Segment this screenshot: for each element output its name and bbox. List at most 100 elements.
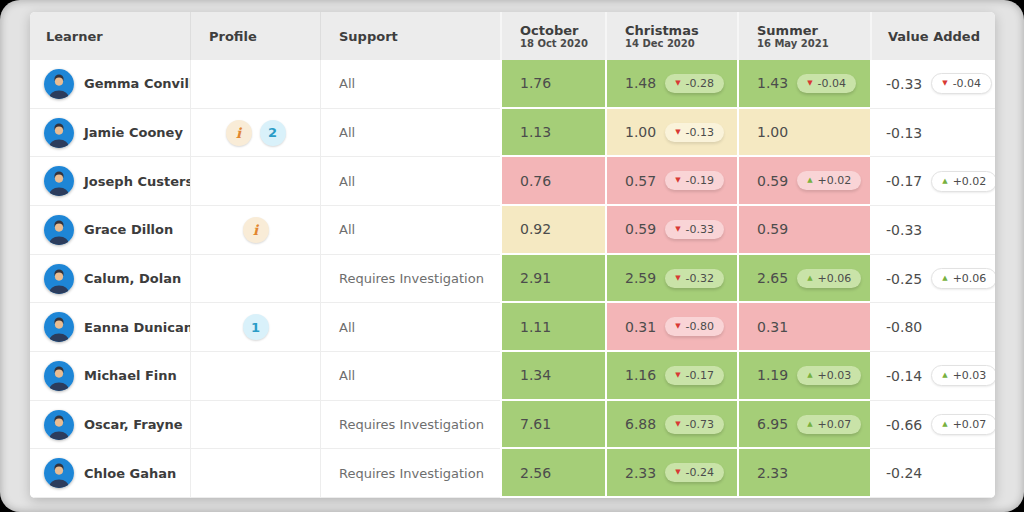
change-value: -0.13 bbox=[686, 127, 714, 138]
score-value: 6.88 bbox=[625, 416, 656, 432]
learner-cell[interactable]: Calum, Dolan bbox=[30, 255, 190, 304]
change-value: -0.28 bbox=[686, 78, 714, 89]
info-icon[interactable]: i bbox=[226, 120, 252, 146]
learner-name: Gemma Conville bbox=[84, 76, 202, 91]
value-added-cell: -0.17 ▲+0.02 bbox=[870, 157, 995, 206]
score-value: 1.34 bbox=[520, 367, 551, 383]
change-value: +0.07 bbox=[953, 419, 987, 430]
column-header-learner[interactable]: Learner bbox=[30, 12, 190, 60]
change-badge: ▼-0.04 bbox=[797, 74, 856, 93]
column-header-support[interactable]: Support bbox=[320, 12, 500, 60]
value-added-value: -0.24 bbox=[886, 465, 922, 481]
score-cell-christmas: 1.48 ▼-0.28 bbox=[605, 60, 737, 109]
change-badge: ▲ +0.03 bbox=[931, 365, 995, 386]
down-arrow-icon: ▼ bbox=[675, 469, 680, 476]
learner-cell[interactable]: Oscar, Frayne bbox=[30, 401, 190, 450]
support-label: All bbox=[339, 320, 355, 335]
support-label: Requires Investigation bbox=[339, 271, 484, 286]
score-value: 2.91 bbox=[520, 270, 551, 286]
table-row: Calum, Dolan Requires Investigation 2.91… bbox=[30, 255, 995, 304]
avatar bbox=[44, 458, 74, 488]
score-value: 1.43 bbox=[757, 75, 788, 91]
score-value: 0.92 bbox=[520, 221, 551, 237]
count-badge[interactable]: 1 bbox=[243, 314, 269, 340]
learner-cell[interactable]: Eanna Dunican bbox=[30, 303, 190, 352]
support-cell: Requires Investigation bbox=[320, 449, 500, 498]
support-cell: Requires Investigation bbox=[320, 401, 500, 450]
score-cell-october: 0.76 bbox=[500, 157, 605, 206]
info-icon[interactable]: i bbox=[243, 217, 269, 243]
down-arrow-icon: ▼ bbox=[675, 420, 680, 427]
score-value: 0.31 bbox=[757, 319, 788, 335]
learner-cell[interactable]: Chloe Gahan bbox=[30, 449, 190, 498]
score-cell-christmas: 1.16 ▼-0.17 bbox=[605, 352, 737, 401]
score-value: 0.57 bbox=[625, 173, 656, 189]
score-value: 0.76 bbox=[520, 173, 551, 189]
profile-cell bbox=[190, 157, 320, 206]
score-cell-summer: 1.00 bbox=[737, 109, 870, 158]
support-label: Requires Investigation bbox=[339, 417, 484, 432]
learner-name: Chloe Gahan bbox=[84, 466, 176, 481]
down-arrow-icon: ▼ bbox=[942, 80, 947, 87]
value-added-value: -0.33 bbox=[886, 222, 922, 238]
assessment-date: 14 Dec 2020 bbox=[625, 39, 695, 49]
learner-cell[interactable]: Michael Finn bbox=[30, 352, 190, 401]
column-header-october[interactable]: October 18 Oct 2020 bbox=[500, 12, 605, 60]
profile-cell bbox=[190, 60, 320, 109]
down-arrow-icon: ▼ bbox=[675, 371, 680, 378]
change-value: -0.73 bbox=[686, 419, 714, 430]
up-arrow-icon: ▲ bbox=[942, 177, 947, 184]
profile-cell bbox=[190, 401, 320, 450]
up-arrow-icon: ▲ bbox=[807, 371, 812, 378]
change-badge: ▲+0.03 bbox=[797, 366, 861, 385]
down-arrow-icon: ▼ bbox=[675, 79, 680, 86]
change-value: +0.03 bbox=[953, 370, 987, 381]
count-badge[interactable]: 2 bbox=[260, 120, 286, 146]
value-added-cell: -0.66 ▲+0.07 bbox=[870, 401, 995, 450]
column-header-value-added[interactable]: Value Added bbox=[870, 12, 995, 60]
up-arrow-icon: ▲ bbox=[942, 372, 947, 379]
change-badge: ▼-0.32 bbox=[665, 269, 724, 288]
score-value: 1.11 bbox=[520, 319, 551, 335]
change-badge: ▼-0.19 bbox=[665, 171, 724, 190]
avatar bbox=[44, 410, 74, 440]
table-header-row: Learner Profile Support October 18 Oct 2… bbox=[30, 12, 995, 60]
column-header-profile[interactable]: Profile bbox=[190, 12, 320, 60]
support-label: All bbox=[339, 368, 355, 383]
score-value: 0.59 bbox=[757, 221, 788, 237]
table-row: Chloe Gahan Requires Investigation 2.56 … bbox=[30, 449, 995, 498]
column-header-label: Learner bbox=[46, 29, 103, 44]
down-arrow-icon: ▼ bbox=[675, 128, 680, 135]
table-row: Gemma Conville All 1.76 1.48 ▼-0.28 1.43… bbox=[30, 60, 995, 109]
score-value: 2.65 bbox=[757, 270, 788, 286]
profile-cell bbox=[190, 352, 320, 401]
table-row: Jamie Cooney i2 All 1.13 1.00 ▼-0.13 1.0… bbox=[30, 109, 995, 158]
table-row: Michael Finn All 1.34 1.16 ▼-0.17 1.19 ▲… bbox=[30, 352, 995, 401]
up-arrow-icon: ▲ bbox=[807, 274, 812, 281]
value-added-value: -0.25 bbox=[886, 271, 922, 287]
change-badge: ▲+0.06 bbox=[797, 269, 861, 288]
learner-cell[interactable]: Gemma Conville bbox=[30, 60, 190, 109]
column-header-summer[interactable]: Summer 16 May 2021 bbox=[737, 12, 870, 60]
learner-name: Jamie Cooney bbox=[84, 125, 183, 140]
learner-cell[interactable]: Joseph Custerson bbox=[30, 157, 190, 206]
profile-cell: 1 bbox=[190, 303, 320, 352]
column-header-christmas[interactable]: Christmas 14 Dec 2020 bbox=[605, 12, 737, 60]
score-value: 0.59 bbox=[757, 173, 788, 189]
profile-cell: i bbox=[190, 206, 320, 255]
score-value: 7.61 bbox=[520, 416, 551, 432]
value-added-value: -0.13 bbox=[886, 125, 922, 141]
score-cell-october: 2.91 bbox=[500, 255, 605, 304]
avatar bbox=[44, 215, 74, 245]
score-value: 2.33 bbox=[625, 465, 656, 481]
change-badge: ▲+0.07 bbox=[931, 414, 995, 435]
score-value: 0.59 bbox=[625, 221, 656, 237]
value-added-cell: -0.14 ▲+0.03 bbox=[870, 352, 995, 401]
learner-name: Eanna Dunican bbox=[84, 320, 193, 335]
change-value: -0.04 bbox=[818, 78, 846, 89]
table-row: Oscar, Frayne Requires Investigation 7.6… bbox=[30, 401, 995, 450]
support-cell: All bbox=[320, 157, 500, 206]
assessment-name: Summer bbox=[757, 24, 818, 37]
learner-cell[interactable]: Grace Dillon bbox=[30, 206, 190, 255]
learner-cell[interactable]: Jamie Cooney bbox=[30, 109, 190, 158]
